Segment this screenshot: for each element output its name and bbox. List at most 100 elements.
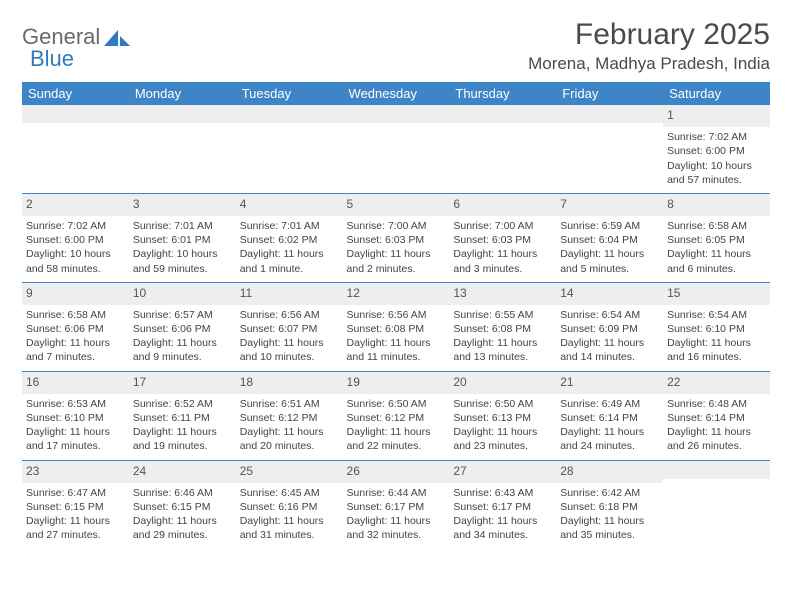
sunrise-text: Sunrise: 6:44 AM (347, 486, 446, 500)
day-cell: 18Sunrise: 6:51 AMSunset: 6:12 PMDayligh… (236, 371, 343, 460)
day-number: 18 (240, 374, 339, 392)
day-number: 8 (667, 196, 766, 214)
day-cell: 15Sunrise: 6:54 AMSunset: 6:10 PMDayligh… (663, 282, 770, 371)
sunrise-text: Sunrise: 6:59 AM (560, 219, 659, 233)
day-cell: 23Sunrise: 6:47 AMSunset: 6:15 PMDayligh… (22, 460, 129, 548)
day-number-strip: 8 (663, 194, 770, 216)
daylight-text: Daylight: 11 hours (453, 425, 552, 439)
daylight-text: Daylight: 11 hours (133, 514, 232, 528)
daylight-text: and 26 minutes. (667, 439, 766, 453)
sunrise-text: Sunrise: 6:51 AM (240, 397, 339, 411)
day-number: 20 (453, 374, 552, 392)
day-number-strip: 5 (343, 194, 450, 216)
day-number-strip: 18 (236, 372, 343, 394)
sunrise-text: Sunrise: 6:54 AM (667, 308, 766, 322)
day-number: 27 (453, 463, 552, 481)
day-number: 22 (667, 374, 766, 392)
daylight-text: and 2 minutes. (347, 262, 446, 276)
daylight-text: and 24 minutes. (560, 439, 659, 453)
day-number: 17 (133, 374, 232, 392)
sunrise-text: Sunrise: 6:43 AM (453, 486, 552, 500)
weekday-header-row: Sunday Monday Tuesday Wednesday Thursday… (22, 82, 770, 105)
daylight-text: Daylight: 11 hours (560, 336, 659, 350)
sunset-text: Sunset: 6:02 PM (240, 233, 339, 247)
day-number-strip: 6 (449, 194, 556, 216)
daylight-text: Daylight: 11 hours (560, 514, 659, 528)
day-cell: 3Sunrise: 7:01 AMSunset: 6:01 PMDaylight… (129, 193, 236, 282)
daylight-text: Daylight: 11 hours (347, 514, 446, 528)
day-number-strip: 1 (663, 105, 770, 127)
sunrise-text: Sunrise: 6:47 AM (26, 486, 125, 500)
daylight-text: Daylight: 11 hours (347, 425, 446, 439)
day-number-strip: 17 (129, 372, 236, 394)
sunset-text: Sunset: 6:15 PM (26, 500, 125, 514)
week-row: 1Sunrise: 7:02 AMSunset: 6:00 PMDaylight… (22, 105, 770, 193)
sunrise-text: Sunrise: 6:49 AM (560, 397, 659, 411)
daylight-text: Daylight: 11 hours (240, 247, 339, 261)
daylight-text: Daylight: 10 hours (667, 159, 766, 173)
weekday-header: Saturday (663, 82, 770, 105)
sunset-text: Sunset: 6:09 PM (560, 322, 659, 336)
day-cell: 2Sunrise: 7:02 AMSunset: 6:00 PMDaylight… (22, 193, 129, 282)
sunrise-text: Sunrise: 6:55 AM (453, 308, 552, 322)
sunrise-text: Sunrise: 6:48 AM (667, 397, 766, 411)
sunset-text: Sunset: 6:00 PM (667, 144, 766, 158)
sunrise-text: Sunrise: 6:46 AM (133, 486, 232, 500)
sunset-text: Sunset: 6:13 PM (453, 411, 552, 425)
day-number: 16 (26, 374, 125, 392)
daylight-text: Daylight: 11 hours (667, 336, 766, 350)
daylight-text: and 22 minutes. (347, 439, 446, 453)
day-number-strip: 13 (449, 283, 556, 305)
daylight-text: and 6 minutes. (667, 262, 766, 276)
sunset-text: Sunset: 6:08 PM (453, 322, 552, 336)
daylight-text: Daylight: 11 hours (667, 425, 766, 439)
day-number-strip: 11 (236, 283, 343, 305)
day-number: 7 (560, 196, 659, 214)
sunrise-text: Sunrise: 6:58 AM (26, 308, 125, 322)
daylight-text: Daylight: 11 hours (347, 247, 446, 261)
sunrise-text: Sunrise: 7:00 AM (453, 219, 552, 233)
sunrise-text: Sunrise: 6:53 AM (26, 397, 125, 411)
sunrise-text: Sunrise: 7:01 AM (133, 219, 232, 233)
daylight-text: and 27 minutes. (26, 528, 125, 542)
weekday-header: Friday (556, 82, 663, 105)
day-cell: 10Sunrise: 6:57 AMSunset: 6:06 PMDayligh… (129, 282, 236, 371)
day-number: 14 (560, 285, 659, 303)
sunrise-text: Sunrise: 6:56 AM (240, 308, 339, 322)
day-number-strip: 2 (22, 194, 129, 216)
day-number-strip: 26 (343, 461, 450, 483)
day-cell (449, 105, 556, 193)
day-cell: 8Sunrise: 6:58 AMSunset: 6:05 PMDaylight… (663, 193, 770, 282)
day-number: 5 (347, 196, 446, 214)
day-number-strip (129, 105, 236, 123)
day-number-strip: 24 (129, 461, 236, 483)
daylight-text: and 10 minutes. (240, 350, 339, 364)
day-cell: 28Sunrise: 6:42 AMSunset: 6:18 PMDayligh… (556, 460, 663, 548)
sunrise-text: Sunrise: 6:42 AM (560, 486, 659, 500)
day-cell: 5Sunrise: 7:00 AMSunset: 6:03 PMDaylight… (343, 193, 450, 282)
sunrise-text: Sunrise: 6:54 AM (560, 308, 659, 322)
day-number: 10 (133, 285, 232, 303)
sunrise-text: Sunrise: 6:56 AM (347, 308, 446, 322)
day-number-strip: 9 (22, 283, 129, 305)
daylight-text: and 7 minutes. (26, 350, 125, 364)
day-cell: 12Sunrise: 6:56 AMSunset: 6:08 PMDayligh… (343, 282, 450, 371)
day-cell: 6Sunrise: 7:00 AMSunset: 6:03 PMDaylight… (449, 193, 556, 282)
weekday-header: Sunday (22, 82, 129, 105)
day-number-strip: 21 (556, 372, 663, 394)
daylight-text: and 5 minutes. (560, 262, 659, 276)
calendar-table: Sunday Monday Tuesday Wednesday Thursday… (22, 82, 770, 548)
daylight-text: and 32 minutes. (347, 528, 446, 542)
day-number: 28 (560, 463, 659, 481)
daylight-text: Daylight: 11 hours (26, 514, 125, 528)
sunset-text: Sunset: 6:03 PM (347, 233, 446, 247)
sunset-text: Sunset: 6:05 PM (667, 233, 766, 247)
day-number: 12 (347, 285, 446, 303)
day-number: 11 (240, 285, 339, 303)
day-cell (556, 105, 663, 193)
day-number: 9 (26, 285, 125, 303)
sunrise-text: Sunrise: 7:01 AM (240, 219, 339, 233)
day-number-strip (449, 105, 556, 123)
day-number-strip: 25 (236, 461, 343, 483)
day-number-strip (236, 105, 343, 123)
